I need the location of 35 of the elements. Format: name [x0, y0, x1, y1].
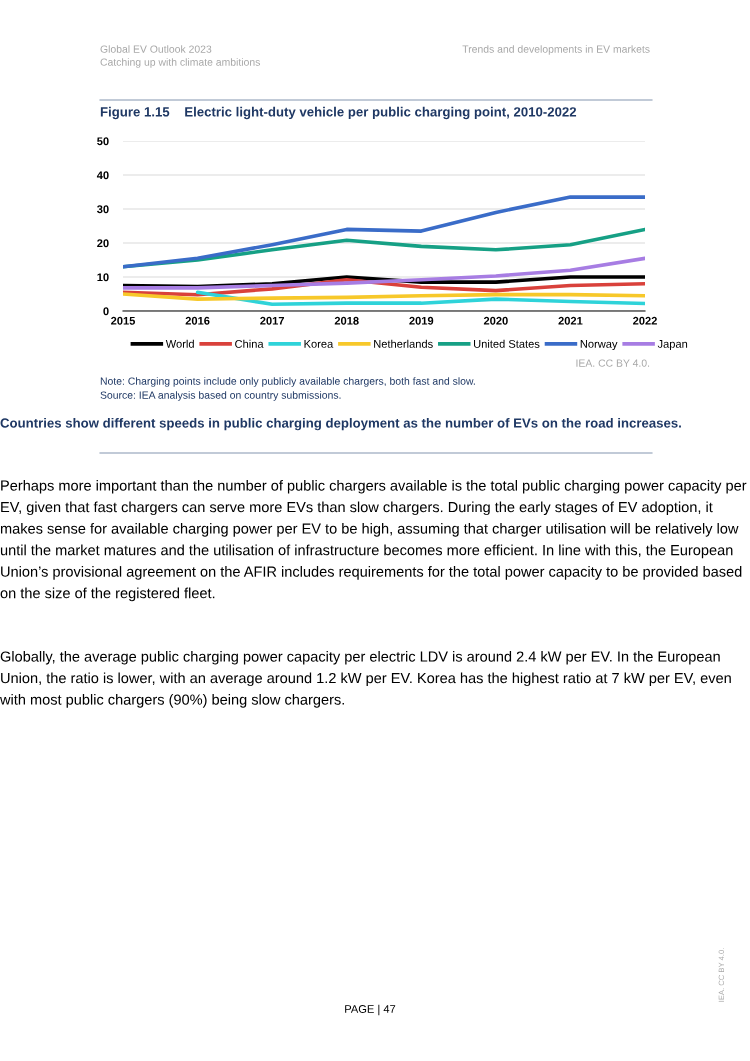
x-tick-label: 2022 [633, 316, 657, 325]
source-note: Source: IEA analysis based on country submissions. [100, 391, 341, 401]
y-tick-label: 40 [96, 171, 109, 180]
legend-label: China [235, 339, 264, 348]
x-tick-label: 2018 [334, 316, 359, 325]
text: Catching up with climate ambitions [100, 58, 260, 68]
legend-label: Norway [580, 340, 618, 351]
x-tick-label: 2016 [185, 316, 210, 325]
y-tick-label: 30 [97, 205, 109, 214]
y-tick-label: 10 [97, 273, 109, 282]
text: Countries show different speeds in public charging deployment as the number of EVs on the road increases. [0, 418, 681, 431]
x-tick-label: 2015 [111, 316, 136, 325]
text: Perhaps more important than the number of public chargers available is the total public charging power capacity per EV, given that fast chargers can serve more EVs than slow chargers. During the early stages of EV adoption, it makes sense for available charging power per EV to be high, assuming that charger utilisation will be relatively low until the market matures and the utilisation of infrastructure becomes more efficient. In line with this, the European Union’s provisional agreement on the AFIR includes requirements for the total power capacity to be provided based on the size of the registered fleet. [0, 480, 747, 602]
legend-label: Netherlands [374, 339, 433, 348]
legend-label: Korea [304, 340, 334, 348]
legend-label: World [165, 339, 194, 348]
y-tick-label: 50 [97, 137, 109, 146]
line-series [195, 290, 645, 307]
text: Globally, the average public charging power capacity per electric LDV is around 2.4 kW per EV. In the European Union, the ratio is lower, with an average around 1.2 kW per EV. Korea has the highest ratio at 7 kW per EV, even with most public chargers (90%) being slow chargers. [0, 651, 731, 708]
text: Global EV Outlook 2023 [100, 45, 212, 53]
y-tick-label: 20 [97, 239, 109, 248]
line-series [123, 256, 645, 290]
legend-label: Japan [657, 340, 688, 351]
text: PAGE | 47 [345, 1004, 396, 1016]
x-tick-label: 2017 [260, 316, 285, 325]
text: Trends and developments in EV markets [462, 45, 650, 55]
y-tick-label: 0 [103, 307, 109, 316]
line-series [123, 195, 645, 269]
x-tick-label: 2019 [409, 316, 434, 325]
x-tick-label: 2020 [483, 316, 508, 325]
text: IEA. CC BY 4.0. [576, 359, 650, 367]
text: Note: Charging points include only publicly available chargers, both fast and slow. [100, 377, 475, 387]
chart-title: Figure 1.15 Electric light-duty vehicle per public charging point, 2010-2022 [100, 106, 577, 120]
x-tick-label: 2021 [558, 316, 583, 325]
legend-label: United States [474, 339, 540, 348]
